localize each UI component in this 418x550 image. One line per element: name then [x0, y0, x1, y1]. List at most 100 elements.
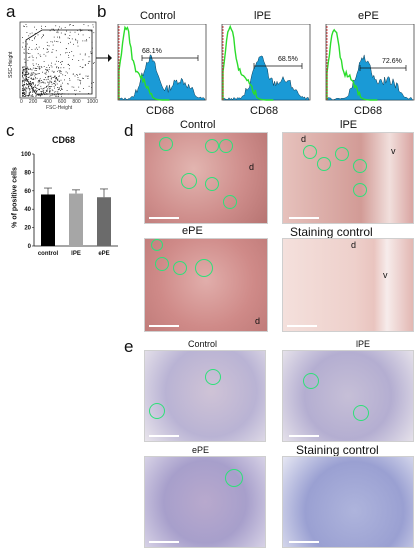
tile-staining-control: Staining control d v: [282, 226, 416, 332]
positive-cell-marker: [223, 195, 237, 209]
tissue-image: d: [144, 132, 268, 224]
histogram-title: ePE: [358, 10, 379, 22]
positive-cell-marker: [159, 137, 173, 151]
positive-cell-marker: [317, 157, 331, 171]
positive-cell-marker: [225, 469, 243, 487]
tile-title: Staining control: [296, 443, 379, 457]
positive-cell-marker: [173, 261, 187, 275]
scatter-svg: [19, 21, 97, 99]
histogram-epe: ePE 72.6% CD68: [318, 8, 416, 120]
positive-cell-marker: [205, 177, 219, 191]
scatter-dots: [22, 24, 95, 97]
arrow-icon: [96, 54, 112, 62]
bar: [69, 193, 83, 246]
histogram-svg: [221, 24, 311, 101]
scale-bar: [289, 217, 319, 219]
tile-staining-control: Staining control: [282, 444, 416, 548]
tile-epe: ePE: [140, 444, 270, 548]
scatter-xticks: 0 200 400 600 800 1000: [20, 99, 98, 105]
histogram-row: Control 68.1% CD68 lPE 68.5% CD68 ePE: [110, 8, 416, 120]
positive-cell-marker: [151, 239, 163, 251]
panel-label-d: d: [124, 121, 134, 140]
tissue-image: d v: [282, 238, 414, 332]
positive-cell-marker: [353, 183, 367, 197]
tile-lpe: lPE: [282, 338, 416, 442]
scale-bar: [149, 325, 179, 327]
bar-chart: CD68 0 20 40 60 80 100 control lPE ePE % of posi…: [4, 134, 122, 264]
histogram-svg: [325, 24, 415, 101]
scatter-xtick: 400: [43, 99, 52, 105]
panel-label-c: c: [6, 121, 15, 140]
panel-label-b: b: [97, 2, 107, 21]
histogram-title: lPE: [254, 10, 272, 22]
scatter-xtick: 600: [57, 99, 67, 105]
histogram-lpe: lPE 68.5% CD68: [214, 8, 314, 120]
tissue-image: [144, 456, 266, 548]
histogram-title: Control: [140, 10, 176, 22]
tissue-mark-v: v: [383, 270, 388, 280]
ihc-panel-e: Control lPE ePE Staining control: [140, 338, 416, 548]
y-tick-label: 100: [21, 152, 32, 158]
scatter-ylabel: SSC-Height: [8, 51, 14, 78]
tile-title: Control: [188, 339, 218, 349]
positive-cell-marker: [335, 147, 349, 161]
tissue-mark-d: d: [249, 162, 255, 172]
tile-control: Control d: [140, 120, 270, 224]
tile-title: ePE: [192, 445, 210, 455]
gate-polygon: [25, 29, 93, 95]
positive-cell-marker: [155, 257, 169, 271]
positive-cell-marker: [353, 159, 367, 173]
tissue-image: [282, 456, 414, 548]
positive-cell-marker: [219, 139, 233, 153]
isotype-curve: [222, 24, 274, 101]
positive-cell-marker: [303, 373, 319, 389]
scale-bar: [287, 325, 317, 327]
category-label: control: [38, 251, 59, 257]
scale-bar: [149, 541, 179, 543]
histogram-svg: [117, 24, 207, 101]
histogram-fill: [118, 54, 206, 101]
scatter-xtick: 200: [28, 99, 38, 105]
ihc-panel-d: Control d lPE d v ePE: [140, 120, 416, 332]
positive-cell-marker: [149, 403, 165, 419]
tissue-mark-d: d: [255, 316, 261, 326]
tissue-mark-d: d: [301, 134, 307, 144]
tissue-image: d: [144, 238, 268, 332]
panel-label-a: a: [6, 2, 16, 21]
tissue-image: [144, 350, 266, 442]
tile-title: Staining control: [290, 225, 373, 239]
histogram-fill: [326, 54, 414, 101]
scale-bar: [289, 435, 319, 437]
tile-title: ePE: [182, 225, 203, 237]
y-tick-label: 20: [24, 226, 31, 232]
histogram-control: Control 68.1% CD68: [110, 8, 210, 120]
tile-title: Control: [180, 119, 216, 131]
tile-lpe: lPE d v: [282, 120, 416, 224]
y-tick-label: 60: [24, 189, 31, 195]
positive-cell-marker: [353, 405, 369, 421]
bar-chart-svg: 0 20 40 60 80 100 control lPE ePE: [21, 152, 118, 257]
scale-bar: [289, 541, 319, 543]
y-tick-label: 40: [24, 207, 31, 213]
scale-bar: [149, 435, 179, 437]
isotype-curve: [118, 25, 170, 101]
scatter-xtick: 0: [20, 99, 23, 105]
tissue-image: [282, 350, 414, 442]
tile-control: Control: [140, 338, 270, 442]
bar: [97, 197, 111, 246]
histogram-percent: 72.6%: [382, 58, 402, 65]
y-tick-label: 0: [28, 244, 32, 250]
bar: [41, 194, 55, 246]
tile-title: lPE: [356, 339, 371, 349]
tissue-mark-d: d: [351, 240, 357, 250]
scatter-xlabel: FSC-Height: [46, 105, 73, 111]
tissue-image: d v: [282, 132, 414, 224]
category-label: ePE: [98, 251, 109, 257]
chart-title: CD68: [52, 135, 76, 145]
scale-bar: [149, 217, 179, 219]
histogram-percent: 68.5%: [278, 56, 298, 63]
chart-ylabel: % of positive cells: [11, 167, 19, 228]
flow-scatter-plot: SSC-Height 0 200 400 600 800 1000 FSC-He…: [8, 18, 98, 111]
histogram-percent: 68.1%: [142, 48, 162, 55]
histogram-xlabel: CD68: [146, 105, 175, 117]
